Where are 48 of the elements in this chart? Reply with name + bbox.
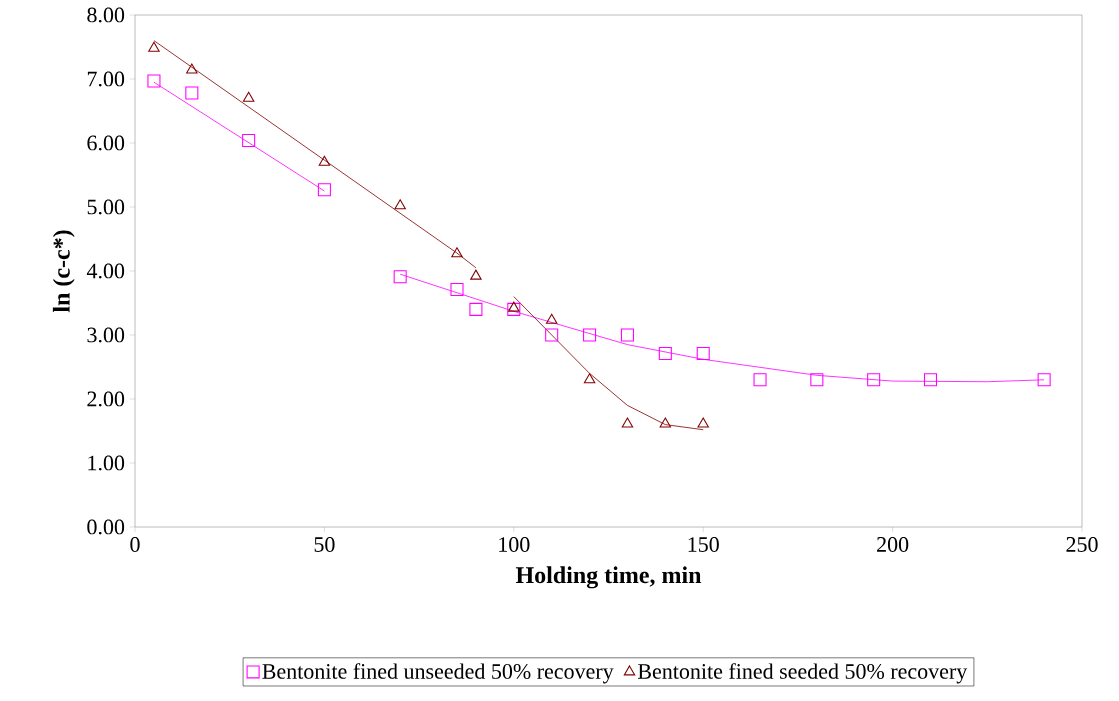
point [1037,373,1051,387]
point [621,417,634,428]
y-tick-label: 5.00 [87,199,125,215]
point [508,301,520,312]
point [545,313,558,324]
point [394,199,406,210]
x-tick-label: 250 [1066,537,1098,552]
y-tick-label: 0.00 [87,519,125,535]
x-tick-label: 200 [877,537,909,552]
point [318,155,331,166]
point [923,373,938,387]
point [583,373,596,384]
point [697,417,709,428]
x-tick-label: 50 [314,537,335,552]
point [867,373,881,387]
y-tick-label: 8.00 [87,7,125,23]
legend-label: Bentonite fined unseeded 50% recovery [262,663,614,684]
point [658,347,672,361]
x-axis-title: Holding time, min [515,566,702,589]
y-tick-label: 7.00 [87,71,125,87]
x-tick-label: 100 [499,537,530,552]
x-tick-label: 150 [688,537,719,552]
point [242,133,256,147]
point [317,183,331,197]
x-tick-label: 0 [130,537,140,552]
y-tick-label: 1.00 [88,455,125,471]
point [186,63,198,74]
point [469,302,483,316]
point [393,270,407,284]
point [242,91,255,102]
point [696,347,710,361]
y-tick-label: 6.00 [87,135,125,151]
point [147,74,161,88]
y-tick-label: 2.00 [87,391,125,407]
point [659,417,672,428]
point [583,328,597,342]
point [450,283,464,297]
legend-label: Bentonite fined seeded 50% recovery [637,663,968,684]
y-axis-title: ln (c-c*) [52,230,75,313]
point [810,373,824,387]
point [507,302,521,316]
point [451,247,463,258]
point [185,86,199,100]
point [620,328,634,342]
point [753,373,767,387]
y-tick-label: 3.00 [87,327,125,343]
point [545,328,559,342]
y-tick-label: 4.00 [86,263,125,279]
